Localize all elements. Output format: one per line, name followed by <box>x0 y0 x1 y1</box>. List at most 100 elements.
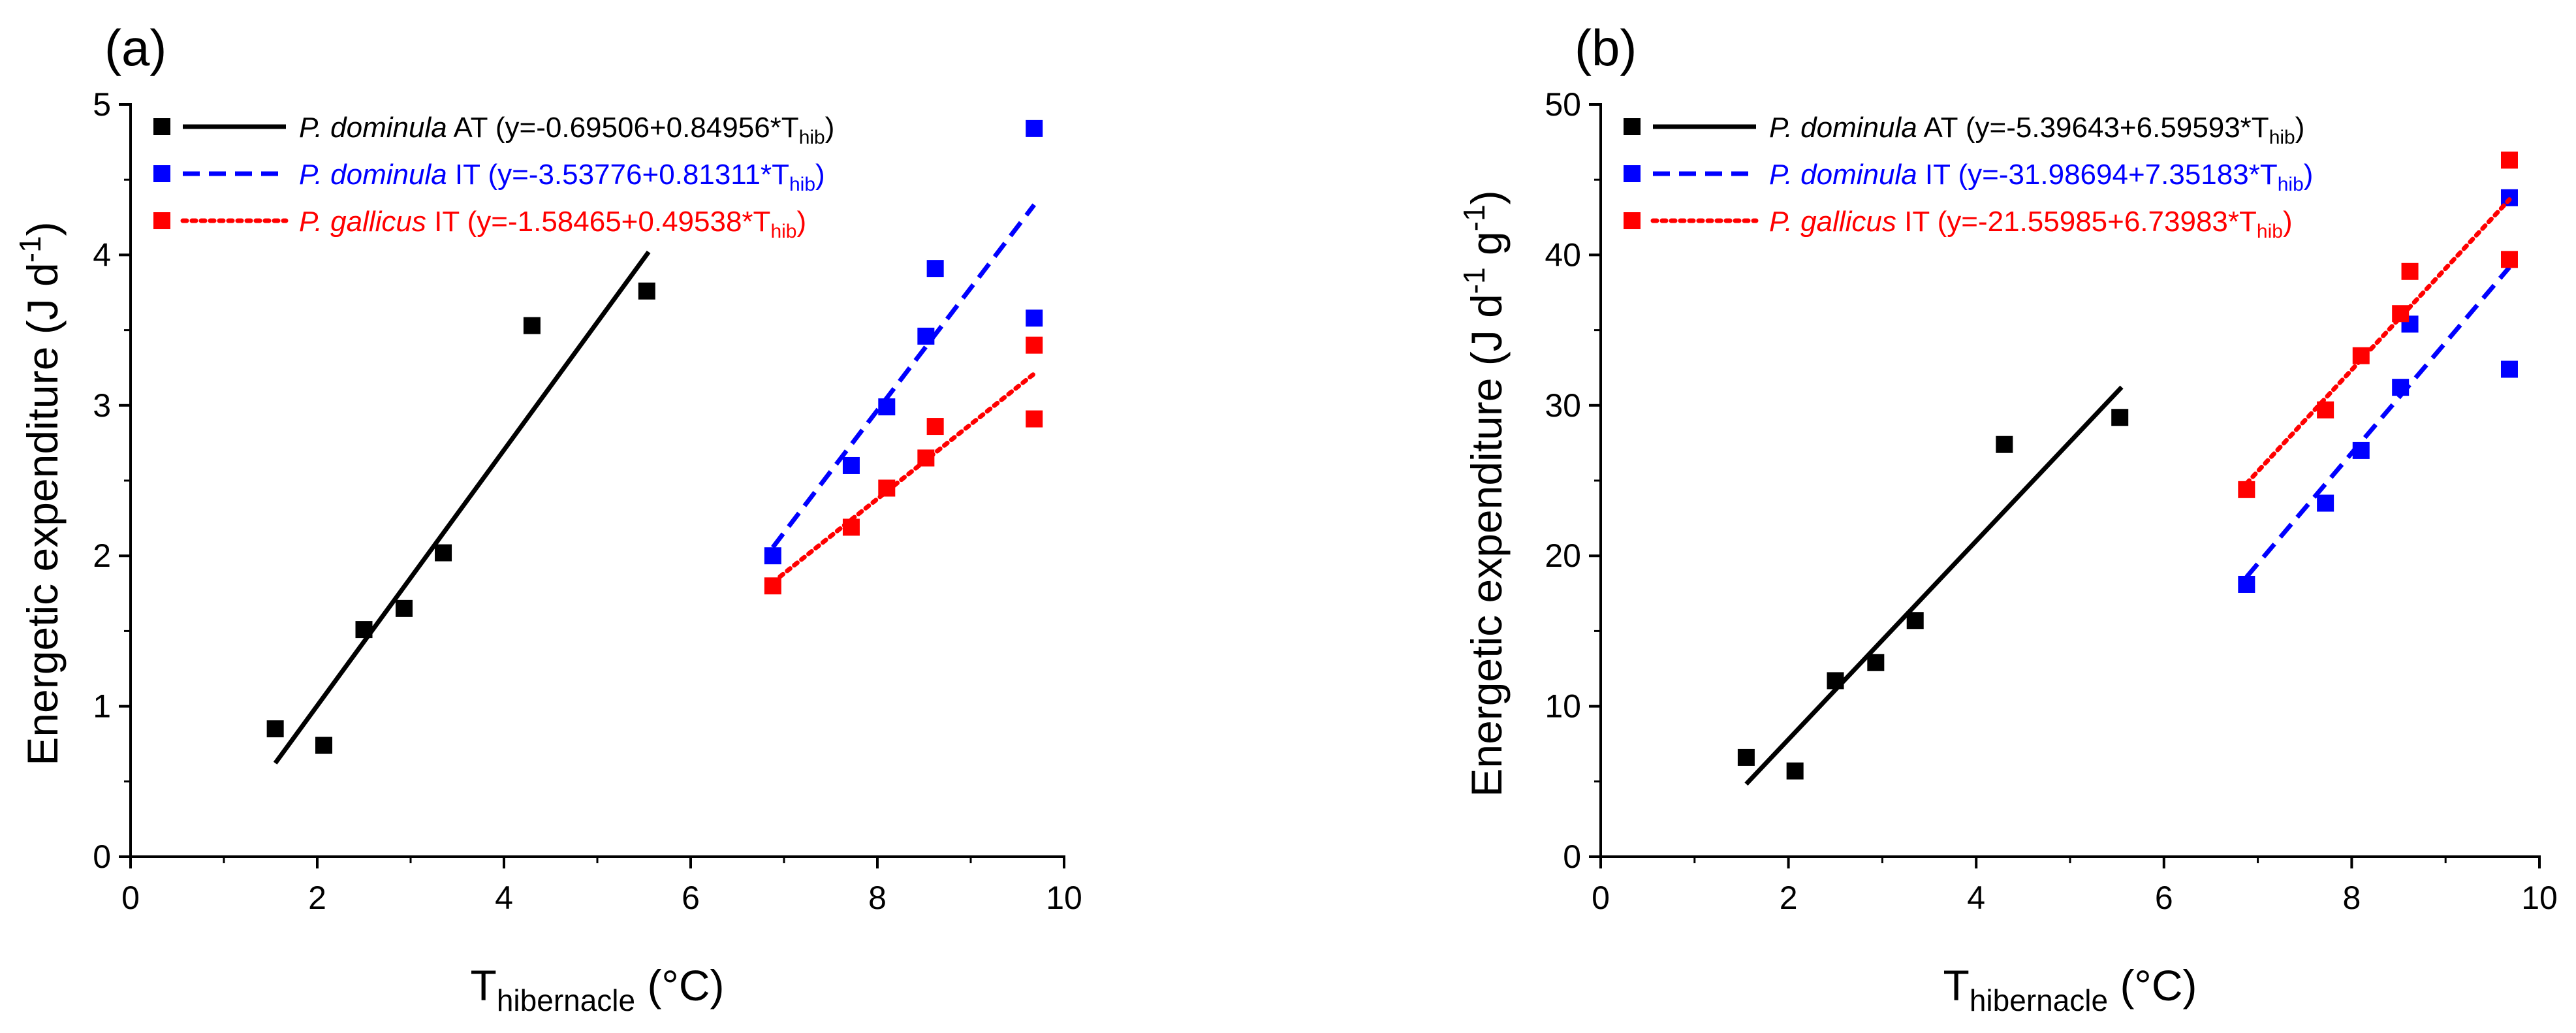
y-tick-label: 4 <box>93 236 111 273</box>
legend-equation-sub: hib <box>799 127 825 148</box>
legend-equation-sub: hib <box>2278 174 2304 195</box>
legend-species: P. dominula <box>299 159 447 191</box>
data-point <box>1786 762 1804 780</box>
data-point <box>2238 575 2255 593</box>
legend-equation-sub: hib <box>789 174 815 195</box>
data-point <box>1737 748 1755 766</box>
data-point <box>1026 119 1043 137</box>
fit-line <box>770 371 1037 585</box>
legend-equation-end: ) <box>2283 206 2293 238</box>
data-point <box>1827 672 1844 690</box>
y-axis-title-sup: -1 <box>1457 204 1491 231</box>
x-tick-label: 2 <box>1780 880 1798 916</box>
data-point <box>917 449 935 467</box>
data-point <box>1026 310 1043 327</box>
legend-group: IT <box>426 206 460 238</box>
y-axis-title-post: ) <box>1462 190 1511 204</box>
legend-species: P. gallicus <box>299 206 426 238</box>
x-tick-label: 8 <box>2342 880 2361 916</box>
legend-label: P. dominula IT (y=-31.98694+7.35183*Thib… <box>1769 159 2313 195</box>
y-axis-title-mid: g <box>1462 231 1511 267</box>
legend-marker <box>1624 212 1641 229</box>
x-tick-label: 6 <box>2155 880 2173 916</box>
x-tick-label: 10 <box>2521 880 2558 916</box>
legend-marker <box>153 118 170 135</box>
series-p-gallicus-it <box>2238 151 2518 498</box>
data-point <box>2500 151 2518 169</box>
data-point <box>2352 441 2370 459</box>
y-tick-label: 3 <box>93 387 111 424</box>
legend-label: P. gallicus IT (y=-1.58465+0.49538*Thib) <box>299 206 806 242</box>
data-point <box>638 282 655 300</box>
data-point <box>878 398 896 416</box>
data-point <box>1026 336 1043 354</box>
x-tick-label: 4 <box>1967 880 1985 916</box>
y-tick-label: 50 <box>1545 86 1581 123</box>
x-axis-title: Thibernacle (°C) <box>1943 961 2197 1017</box>
panel-label: (a) <box>104 19 166 76</box>
legend-label: P. dominula AT (y=-5.39643+6.59593*Thib) <box>1769 112 2304 148</box>
x-axis-title: Thibernacle (°C) <box>471 961 725 1017</box>
data-point <box>1867 654 1885 671</box>
legend-label: P. dominula IT (y=-3.53776+0.81311*Thib) <box>299 159 825 195</box>
y-tick-label: 2 <box>93 537 111 574</box>
x-tick-label: 0 <box>121 880 140 916</box>
y-axis-title-pre: Energetic expenditure (J d <box>1462 294 1511 797</box>
legend-equation-end: ) <box>796 206 806 238</box>
legend-equation: (y=-21.55985+6.73983*T <box>1929 206 2257 238</box>
data-point <box>2500 251 2518 268</box>
legend-marker <box>1624 165 1641 182</box>
legend-species: P. dominula <box>299 112 447 144</box>
data-point <box>315 737 333 754</box>
legend-equation-sub: hib <box>2269 127 2295 148</box>
x-tick-label: 4 <box>495 880 513 916</box>
data-point <box>926 418 944 436</box>
x-tick-label: 8 <box>868 880 887 916</box>
legend-group: AT <box>447 112 488 144</box>
data-point <box>523 317 541 334</box>
x-axis-title-sub: hibernacle <box>1970 983 2108 1017</box>
x-tick-label: 0 <box>1592 880 1610 916</box>
y-tick-label: 0 <box>93 838 111 875</box>
x-tick-label: 6 <box>682 880 700 916</box>
data-point <box>2392 305 2410 323</box>
series-p-dominula-at <box>266 250 655 765</box>
data-point <box>764 547 781 565</box>
panel-a: 0 2 4 6 8 10 0 1 2 3 4 5 (a) Thibernacle (°C) Energeti… <box>13 19 1082 1017</box>
data-point <box>2111 409 2129 426</box>
data-point <box>2238 481 2255 498</box>
legend-group: AT <box>1917 112 1958 144</box>
x-tick-label: 2 <box>308 880 326 916</box>
legend-group: IT <box>1917 159 1951 191</box>
legend-marker <box>153 165 170 182</box>
fit-line <box>771 203 1037 549</box>
data-point <box>917 327 935 345</box>
y-axis-title-post: ) <box>18 221 67 236</box>
data-point <box>2392 379 2410 396</box>
x-axis-title-sub: hibernacle <box>497 983 635 1017</box>
legend-group: IT <box>1896 206 1930 238</box>
legend-equation-end: ) <box>815 159 825 191</box>
data-point <box>2500 360 2518 378</box>
legend-equation: (y=-3.53776+0.81311*T <box>480 159 789 191</box>
legend-species: P. dominula <box>1769 112 1917 144</box>
y-tick-label: 30 <box>1545 387 1581 424</box>
data-point <box>2401 262 2419 280</box>
legend-equation-end: ) <box>2295 112 2305 144</box>
legend-equation: (y=-31.98694+7.35183*T <box>1950 159 2278 191</box>
fit-line <box>273 250 651 765</box>
data-point <box>1906 612 1924 629</box>
y-axis-title: Energetic expenditure (J d-1 g-1) <box>1457 190 1511 797</box>
y-tick-label: 1 <box>93 688 111 725</box>
data-point <box>1996 436 2013 453</box>
data-point <box>435 544 452 562</box>
y-axis-title: Energetic expenditure (J d-1) <box>13 221 67 765</box>
legend-marker <box>1624 118 1641 135</box>
x-tick-label: 10 <box>1046 880 1082 916</box>
x-axis-title-main: T <box>471 961 497 1009</box>
x-axis-title-tail: (°C) <box>2108 961 2197 1009</box>
data-point <box>842 518 860 536</box>
fit-line <box>1744 385 2124 786</box>
series-p-dominula-at <box>1737 385 2129 786</box>
